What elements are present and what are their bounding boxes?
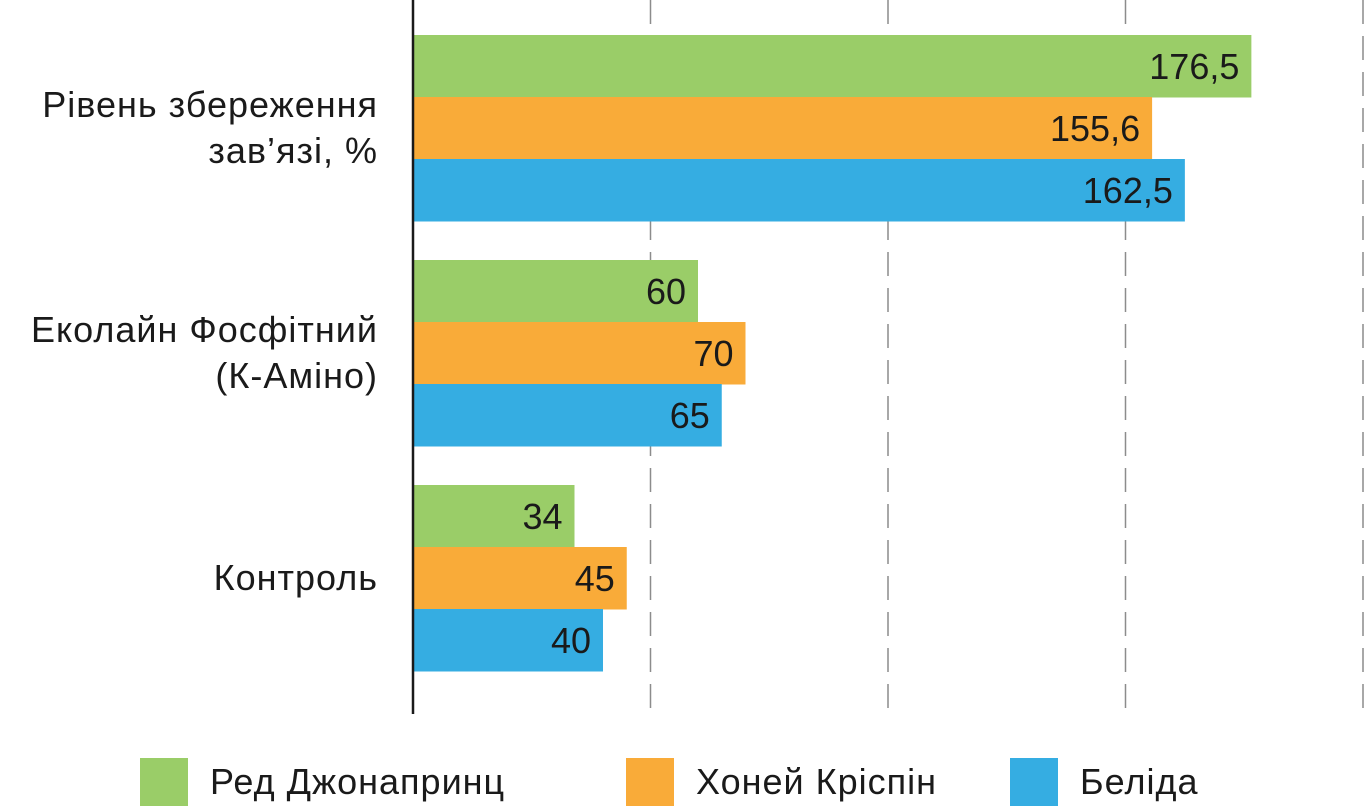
legend-label: Беліда	[1080, 761, 1199, 802]
bar-value-label: 155,6	[1050, 108, 1140, 149]
bar	[413, 97, 1153, 160]
category-labels: Рівень збереження зав’язі, % Еколайн Фосфі…	[31, 84, 378, 598]
bar	[413, 35, 1252, 98]
category-label: (К-Аміно)	[215, 355, 378, 396]
legend-label: Ред Джонапринц	[210, 761, 506, 802]
category-label: зав’язі, %	[208, 130, 378, 171]
blue-square-icon	[1010, 758, 1058, 806]
bar-value-label: 40	[551, 620, 591, 661]
bar-value-label: 34	[522, 496, 562, 537]
bar	[413, 384, 722, 447]
green-square-icon	[140, 758, 188, 806]
legend: Ред Джонапринц Хоней Кріспін Беліда	[0, 752, 1368, 809]
category-label: Еколайн Фосфітний	[31, 309, 378, 350]
bar	[413, 609, 603, 672]
bar-value-label: 60	[646, 271, 686, 312]
bar-value-label: 45	[575, 558, 615, 599]
bar-value-label: 162,5	[1083, 170, 1173, 211]
category-label: Рівень збереження	[42, 84, 378, 125]
legend-label: Хоней Кріспін	[696, 761, 938, 802]
category-label: Контроль	[214, 557, 378, 598]
bar	[413, 547, 627, 610]
bar-value-label: 176,5	[1149, 46, 1239, 87]
bar	[413, 322, 746, 385]
bar	[413, 485, 575, 548]
orange-square-icon	[626, 758, 674, 806]
legend-item-red-jonaprince: Ред Джонапринц	[140, 758, 505, 806]
bar	[413, 159, 1185, 222]
bar-value-label: 70	[693, 333, 733, 374]
bars	[413, 35, 1252, 672]
bar	[413, 260, 698, 323]
bar-value-label: 65	[670, 395, 710, 436]
legend-item-belida: Беліда	[1010, 758, 1198, 806]
legend-item-honey-crisp: Хоней Кріспін	[626, 758, 937, 806]
